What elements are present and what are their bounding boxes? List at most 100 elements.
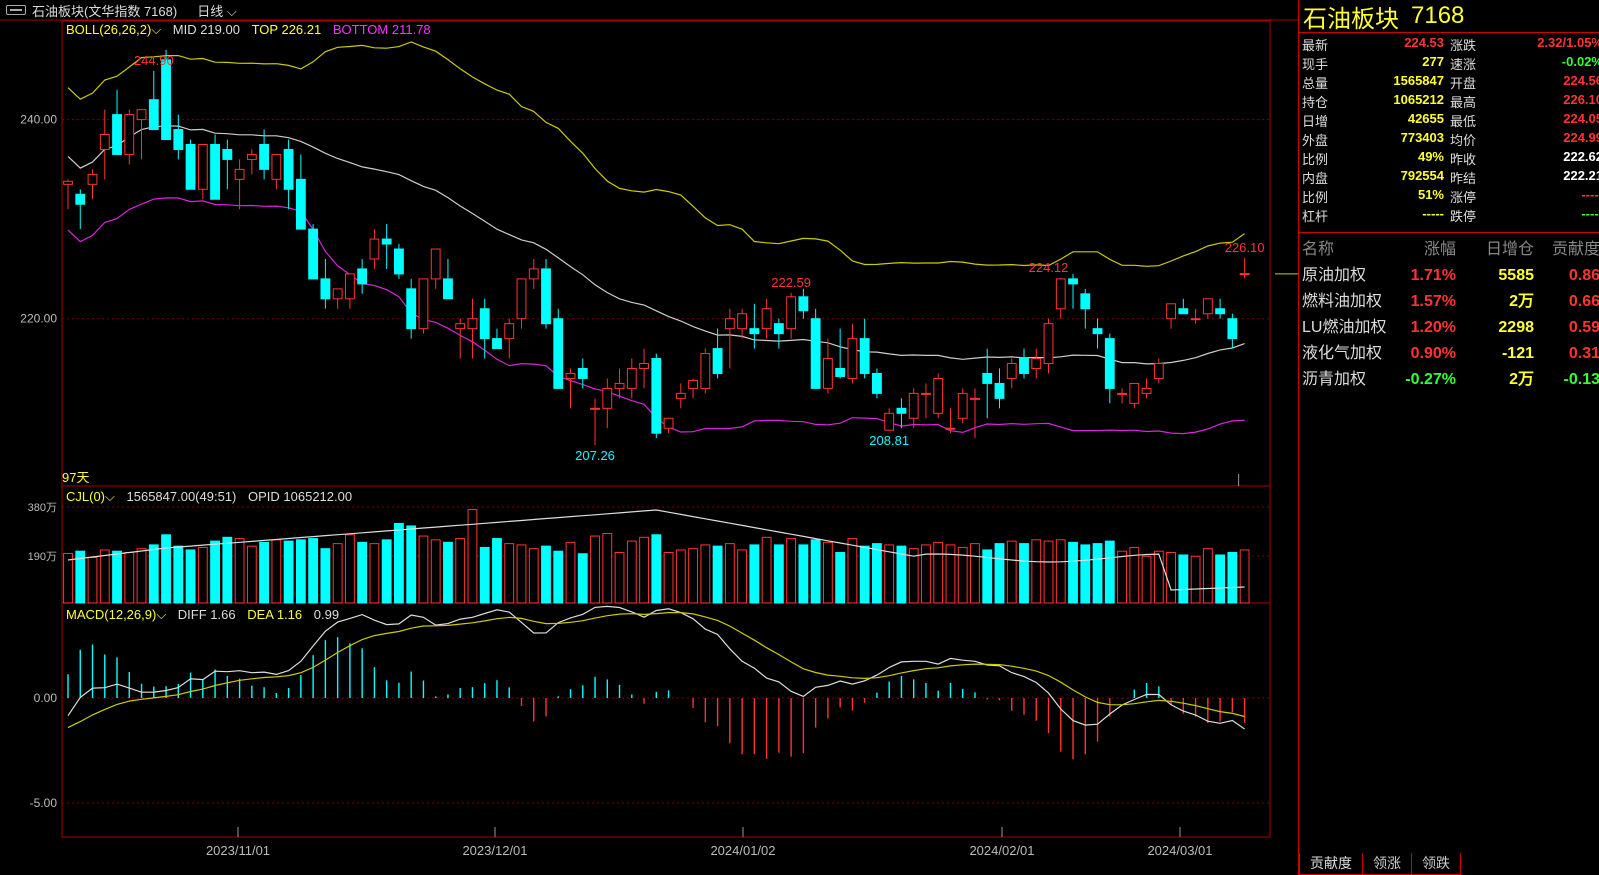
column-header[interactable]: 日增仓 xyxy=(1485,241,1534,258)
component-name[interactable]: LU燃油加权 xyxy=(1302,319,1387,336)
component-value[interactable]: 1.57% xyxy=(1410,293,1456,310)
tab-leading-losers[interactable]: 领跌 xyxy=(1411,853,1461,875)
quote-value: 51% xyxy=(1417,187,1444,202)
candle-down xyxy=(835,367,846,377)
candle-up xyxy=(344,273,355,300)
volume-bar xyxy=(1117,550,1127,604)
quote-label: 速涨 xyxy=(1450,57,1477,72)
candle-down xyxy=(810,318,821,389)
column-header[interactable]: 贡献度 xyxy=(1551,241,1599,258)
volume-bar xyxy=(492,538,502,604)
candle-up xyxy=(369,238,380,260)
quote-panel: 石油板块 7168 最新 224.53 涨跌 2.32/1.05% 现手 277 速涨 -0.… xyxy=(1298,0,1599,875)
quote-label: 现手 xyxy=(1302,57,1329,72)
volume-bar xyxy=(246,545,257,604)
tab-contribution[interactable]: 贡献度 xyxy=(1299,853,1363,875)
candle-up xyxy=(87,173,98,185)
volume-bar xyxy=(1092,543,1103,604)
candle-down xyxy=(283,148,294,190)
component-value[interactable]: 0.66 xyxy=(1568,293,1599,310)
candle-up xyxy=(1141,387,1152,394)
candle-up xyxy=(1129,382,1140,404)
candle-up xyxy=(737,313,748,330)
candle-up xyxy=(99,134,110,150)
component-value[interactable]: -0.27% xyxy=(1405,371,1456,388)
date-axis-label: 2023/11/01 xyxy=(206,843,270,858)
candle-down xyxy=(1019,358,1029,374)
volume-bar xyxy=(381,539,392,604)
volume-bar xyxy=(786,538,797,604)
component-value[interactable]: -0.13 xyxy=(1563,371,1599,388)
component-value[interactable]: 2万 xyxy=(1509,371,1534,388)
instrument-code: 7168 xyxy=(1411,2,1465,29)
candle-up xyxy=(516,278,527,320)
volume-bar xyxy=(1227,551,1238,604)
component-value[interactable]: 2万 xyxy=(1509,293,1534,310)
tab-leading-gainers[interactable]: 领涨 xyxy=(1362,853,1412,875)
column-header[interactable]: 名称 xyxy=(1302,241,1335,258)
candle-up xyxy=(908,392,919,419)
component-name[interactable]: 原油加权 xyxy=(1302,267,1367,284)
macd-indicator-line[interactable]: MACD(12,26,9)⌵ DIFF 1.66 DEA 1.16 0.99 xyxy=(66,607,339,623)
component-name[interactable]: 燃料油加权 xyxy=(1302,293,1383,310)
volume-bar xyxy=(1202,548,1213,604)
quote-table: 最新 224.53 涨跌 2.32/1.05% 现手 277 速涨 -0.02% 总量 15658… xyxy=(1299,33,1599,225)
volume-bar xyxy=(148,544,159,604)
macd-axis-label: 0.00 xyxy=(34,691,58,705)
boll-indicator-line[interactable]: BOLL(26,26,2)⌵ MID 219.00 TOP 226.21 BOT… xyxy=(66,22,431,38)
candle-up xyxy=(921,392,931,395)
quote-value: ----- xyxy=(1581,187,1599,202)
column-header[interactable]: 涨幅 xyxy=(1423,241,1456,258)
component-value[interactable]: 5585 xyxy=(1498,267,1534,284)
component-name[interactable]: 沥青加权 xyxy=(1302,371,1367,388)
candle-up xyxy=(246,153,257,160)
quote-value: 226.10 xyxy=(1563,92,1599,107)
component-value[interactable]: 2298 xyxy=(1498,319,1534,336)
quote-label: 最低 xyxy=(1450,114,1477,129)
candle-up xyxy=(590,407,600,410)
volume-axis-label: 190万 xyxy=(28,551,57,563)
window-icon xyxy=(6,5,26,15)
volume-bar xyxy=(822,541,833,604)
open-interest-line xyxy=(67,509,1245,591)
cjl-indicator-line[interactable]: CJL(0)⌵ 1565847.00(49:51) OPID 1065212.0… xyxy=(66,489,352,505)
candle-up xyxy=(565,372,576,379)
component-value[interactable]: -121 xyxy=(1501,345,1534,362)
macd-diff: DIFF 1.66 xyxy=(177,607,236,622)
candle-up xyxy=(430,248,441,280)
candle-up xyxy=(970,397,980,400)
component-name[interactable]: 液化气加权 xyxy=(1302,345,1383,362)
volume-bar xyxy=(541,545,551,604)
quote-label: 最高 xyxy=(1450,95,1477,110)
candle-down xyxy=(479,308,490,340)
component-value[interactable]: 0.31 xyxy=(1568,345,1599,362)
component-value[interactable]: 1.71% xyxy=(1410,267,1456,284)
panel-header: 石油板块 7168 xyxy=(1299,0,1599,33)
quote-value: 773403 xyxy=(1400,130,1444,145)
quote-label: 外盘 xyxy=(1302,133,1329,148)
period-dropdown[interactable]: 日线 ⌵ xyxy=(197,1,237,20)
price-annotation: 244.90 xyxy=(134,53,174,68)
volume-bar xyxy=(430,539,441,604)
chart-area[interactable]: 240.00 220.00 244.90 207.26 222.59 208.81 224.… xyxy=(0,0,1298,875)
component-value[interactable]: 1.20% xyxy=(1410,319,1456,336)
candle-down xyxy=(148,99,159,131)
candle-up xyxy=(504,323,515,340)
volume-bar xyxy=(577,553,588,604)
candle-up xyxy=(1153,363,1164,379)
candle-up xyxy=(1031,358,1042,369)
cjl-name: CJL(0) xyxy=(66,489,106,504)
volume-bar xyxy=(124,551,135,604)
volume-bar xyxy=(1215,554,1226,604)
candle-down xyxy=(492,338,502,350)
candle-up xyxy=(724,318,735,330)
component-value[interactable]: 0.86 xyxy=(1568,267,1599,284)
component-value[interactable]: 0.90% xyxy=(1410,345,1456,362)
component-value[interactable]: 0.59 xyxy=(1568,319,1599,336)
candle-down xyxy=(982,372,993,384)
volume-bar xyxy=(908,548,919,604)
date-axis-label: 2024/01/02 xyxy=(710,843,775,858)
chevron-down-icon: ⌵ xyxy=(151,22,162,37)
candle-down xyxy=(896,407,907,414)
volume-bar xyxy=(1043,540,1054,604)
